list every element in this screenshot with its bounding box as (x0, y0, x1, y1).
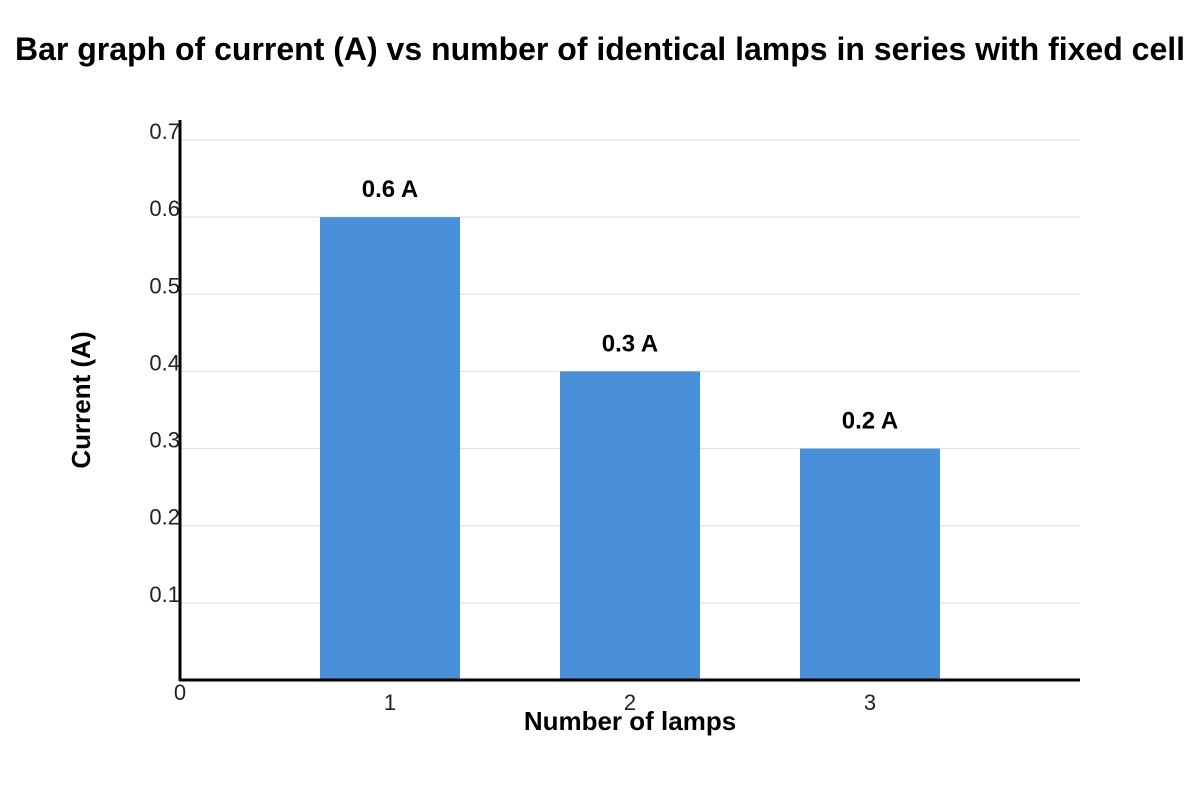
y-tick-label: 0.3 (149, 428, 180, 453)
y-tick-label: 0 (174, 680, 186, 705)
y-tick-label: 0.7 (149, 119, 180, 144)
y-tick-label: 0.5 (149, 273, 180, 298)
y-tick-labels: 0 0.1 0.2 0.3 0.4 0.5 0.6 0.7 (149, 119, 186, 705)
x-tick-label: 1 (384, 690, 396, 715)
x-tick-label: 3 (864, 690, 876, 715)
y-tick-label: 0.4 (149, 350, 180, 375)
bar-1 (320, 217, 460, 680)
y-tick-label: 0.6 (149, 196, 180, 221)
chart-title: Bar graph of current (A) vs number of id… (15, 31, 1185, 67)
x-axis-title: Number of lamps (524, 706, 736, 736)
data-label: 0.6 A (362, 176, 418, 203)
y-tick-label: 0.1 (149, 582, 180, 607)
data-labels: 0.6 A 0.3 A 0.2 A (362, 176, 898, 434)
x-tick-label: 2 (624, 690, 636, 715)
data-label: 0.3 A (602, 330, 658, 357)
bar-2 (560, 371, 700, 680)
y-axis-title: Current (A) (66, 331, 96, 468)
bars (320, 217, 940, 680)
x-tick-labels: 1 2 3 (384, 690, 876, 715)
data-label: 0.2 A (842, 408, 898, 435)
bar-3 (800, 448, 940, 680)
y-tick-label: 0.2 (149, 505, 180, 530)
